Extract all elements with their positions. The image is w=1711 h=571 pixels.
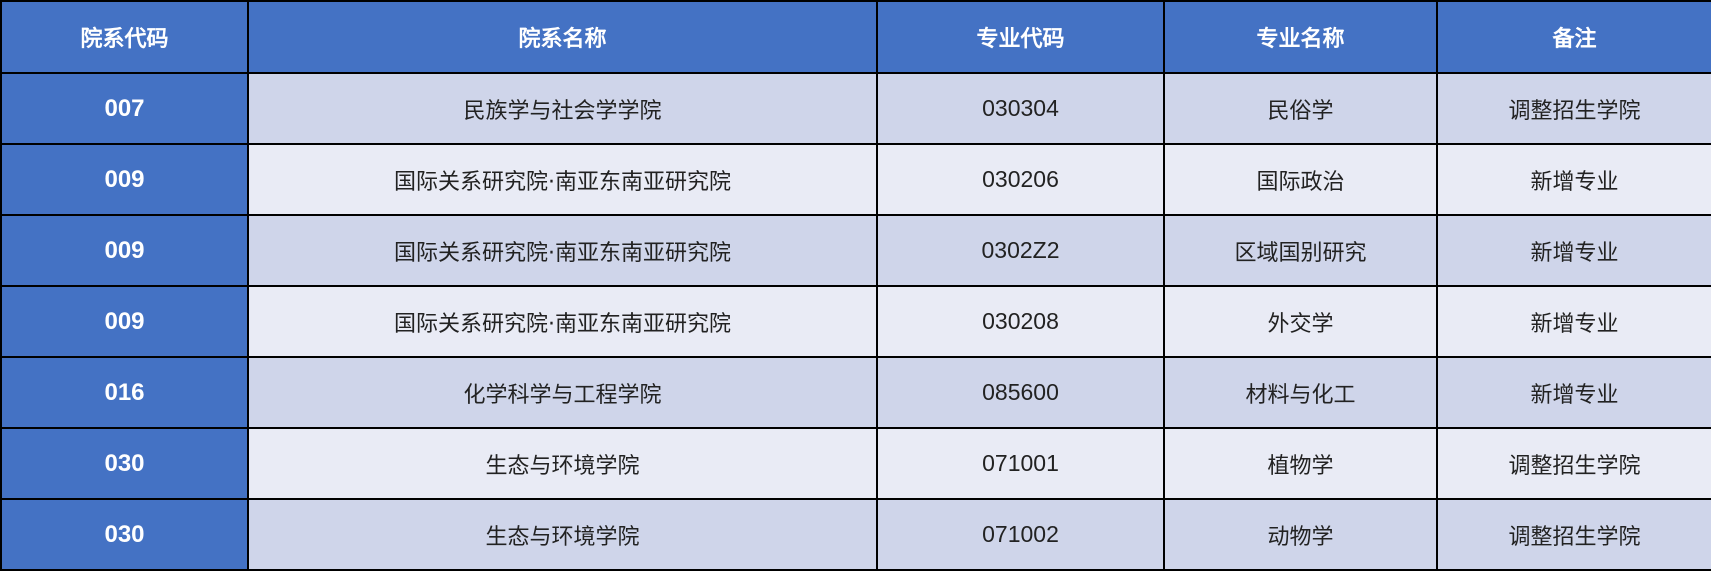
- cell-dept-code: 009: [0, 214, 249, 287]
- header-dept-name: 院系名称: [247, 0, 878, 74]
- table-row: 009 国际关系研究院·南亚东南亚研究院 0302Z2 区域国别研究 新增专业: [0, 214, 1711, 287]
- table-row: 030 生态与环境学院 071002 动物学 调整招生学院: [0, 498, 1711, 571]
- cell-dept-code: 016: [0, 356, 249, 429]
- cell-dept-name: 生态与环境学院: [247, 498, 878, 571]
- cell-dept-code: 009: [0, 143, 249, 216]
- cell-dept-name: 生态与环境学院: [247, 427, 878, 500]
- header-remarks: 备注: [1436, 0, 1711, 74]
- cell-dept-code: 007: [0, 72, 249, 145]
- cell-dept-name: 国际关系研究院·南亚东南亚研究院: [247, 285, 878, 358]
- cell-dept-name: 民族学与社会学学院: [247, 72, 878, 145]
- cell-major-code: 071002: [876, 498, 1165, 571]
- cell-dept-name: 化学科学与工程学院: [247, 356, 878, 429]
- header-major-code: 专业代码: [876, 0, 1165, 74]
- cell-major-name: 材料与化工: [1163, 356, 1438, 429]
- cell-major-name: 民俗学: [1163, 72, 1438, 145]
- cell-remarks: 新增专业: [1436, 285, 1711, 358]
- cell-major-code: 030304: [876, 72, 1165, 145]
- header-row: 院系代码 院系名称 专业代码 专业名称 备注: [0, 0, 1711, 74]
- table-row: 007 民族学与社会学学院 030304 民俗学 调整招生学院: [0, 72, 1711, 145]
- cell-remarks: 新增专业: [1436, 143, 1711, 216]
- cell-major-code: 0302Z2: [876, 214, 1165, 287]
- cell-dept-code: 030: [0, 427, 249, 500]
- cell-remarks: 调整招生学院: [1436, 427, 1711, 500]
- cell-major-code: 030206: [876, 143, 1165, 216]
- table-row: 009 国际关系研究院·南亚东南亚研究院 030208 外交学 新增专业: [0, 285, 1711, 358]
- cell-dept-name: 国际关系研究院·南亚东南亚研究院: [247, 214, 878, 287]
- cell-dept-code: 009: [0, 285, 249, 358]
- cell-remarks: 调整招生学院: [1436, 498, 1711, 571]
- cell-major-code: 085600: [876, 356, 1165, 429]
- header-dept-code: 院系代码: [0, 0, 249, 74]
- cell-remarks: 新增专业: [1436, 356, 1711, 429]
- cell-major-name: 外交学: [1163, 285, 1438, 358]
- cell-major-name: 动物学: [1163, 498, 1438, 571]
- table-row: 030 生态与环境学院 071001 植物学 调整招生学院: [0, 427, 1711, 500]
- table-row: 016 化学科学与工程学院 085600 材料与化工 新增专业: [0, 356, 1711, 429]
- cell-major-name: 植物学: [1163, 427, 1438, 500]
- cell-major-name: 区域国别研究: [1163, 214, 1438, 287]
- cell-major-code: 071001: [876, 427, 1165, 500]
- cell-dept-code: 030: [0, 498, 249, 571]
- cell-remarks: 新增专业: [1436, 214, 1711, 287]
- cell-major-name: 国际政治: [1163, 143, 1438, 216]
- cell-remarks: 调整招生学院: [1436, 72, 1711, 145]
- cell-major-code: 030208: [876, 285, 1165, 358]
- table-row: 009 国际关系研究院·南亚东南亚研究院 030206 国际政治 新增专业: [0, 143, 1711, 216]
- header-major-name: 专业名称: [1163, 0, 1438, 74]
- cell-dept-name: 国际关系研究院·南亚东南亚研究院: [247, 143, 878, 216]
